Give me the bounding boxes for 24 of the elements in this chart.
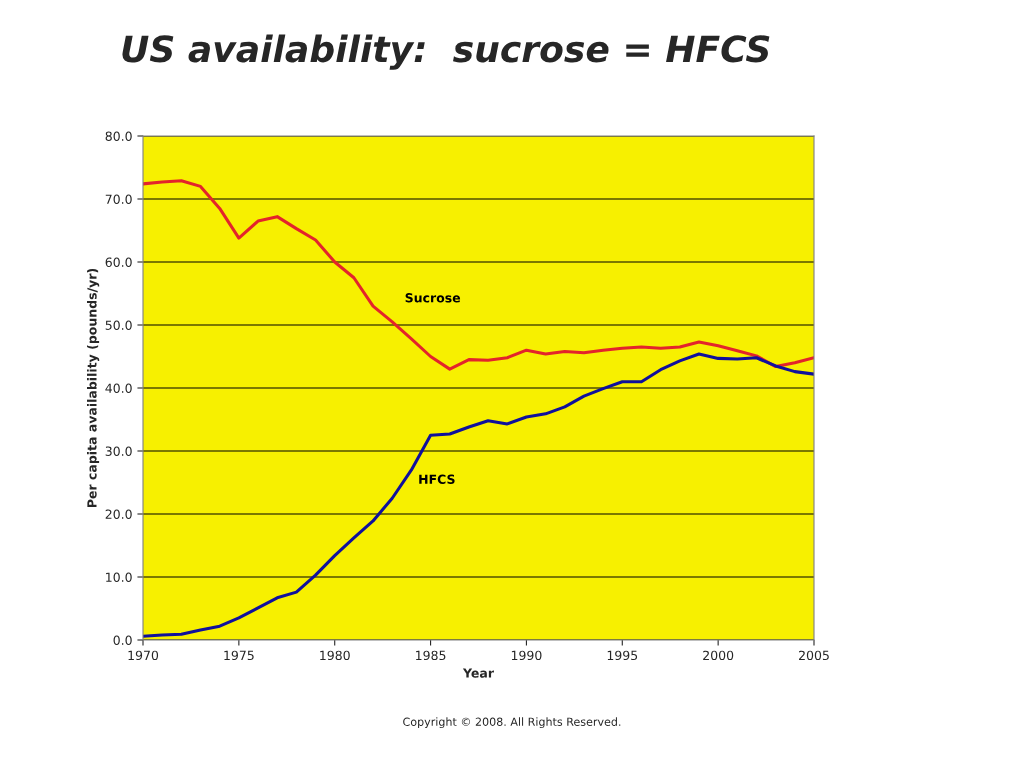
- y-axis-title: Per capita availability (pounds/yr): [87, 268, 100, 508]
- y-tick-label: 60.0: [105, 257, 132, 267]
- y-tick-label: 10.0: [106, 572, 132, 582]
- y-tick-label: 30.0: [105, 446, 132, 456]
- x-tick-label: 1975: [224, 650, 254, 661]
- x-tick-label: 1980: [320, 650, 350, 661]
- x-tick-label: 1995: [607, 650, 638, 661]
- chart-title: US availability: sucrose = HFCS: [122, 34, 770, 70]
- y-tick-label: 0.0: [113, 635, 132, 645]
- x-axis-title: Year: [462, 668, 494, 678]
- y-tick-label: 80.0: [105, 131, 132, 141]
- y-tick-label: 40.0: [105, 383, 132, 393]
- series-label: Sucrose: [405, 293, 461, 303]
- x-tick-label: 2005: [799, 650, 829, 661]
- x-tick-label: 2000: [703, 650, 734, 661]
- x-tick-label: 1990: [511, 650, 542, 661]
- x-tick-label: 1970: [128, 650, 159, 661]
- text: Copyright © 2008. All Rights Reserved.: [403, 717, 621, 729]
- y-tick-label: 20.0: [105, 509, 132, 519]
- line-series: [143, 179, 814, 371]
- y-tick-label: 50.0: [105, 320, 132, 330]
- y-tick-label: 70.0: [105, 194, 132, 204]
- x-tick-label: 1985: [416, 650, 446, 661]
- series-label: HFCS: [419, 474, 455, 484]
